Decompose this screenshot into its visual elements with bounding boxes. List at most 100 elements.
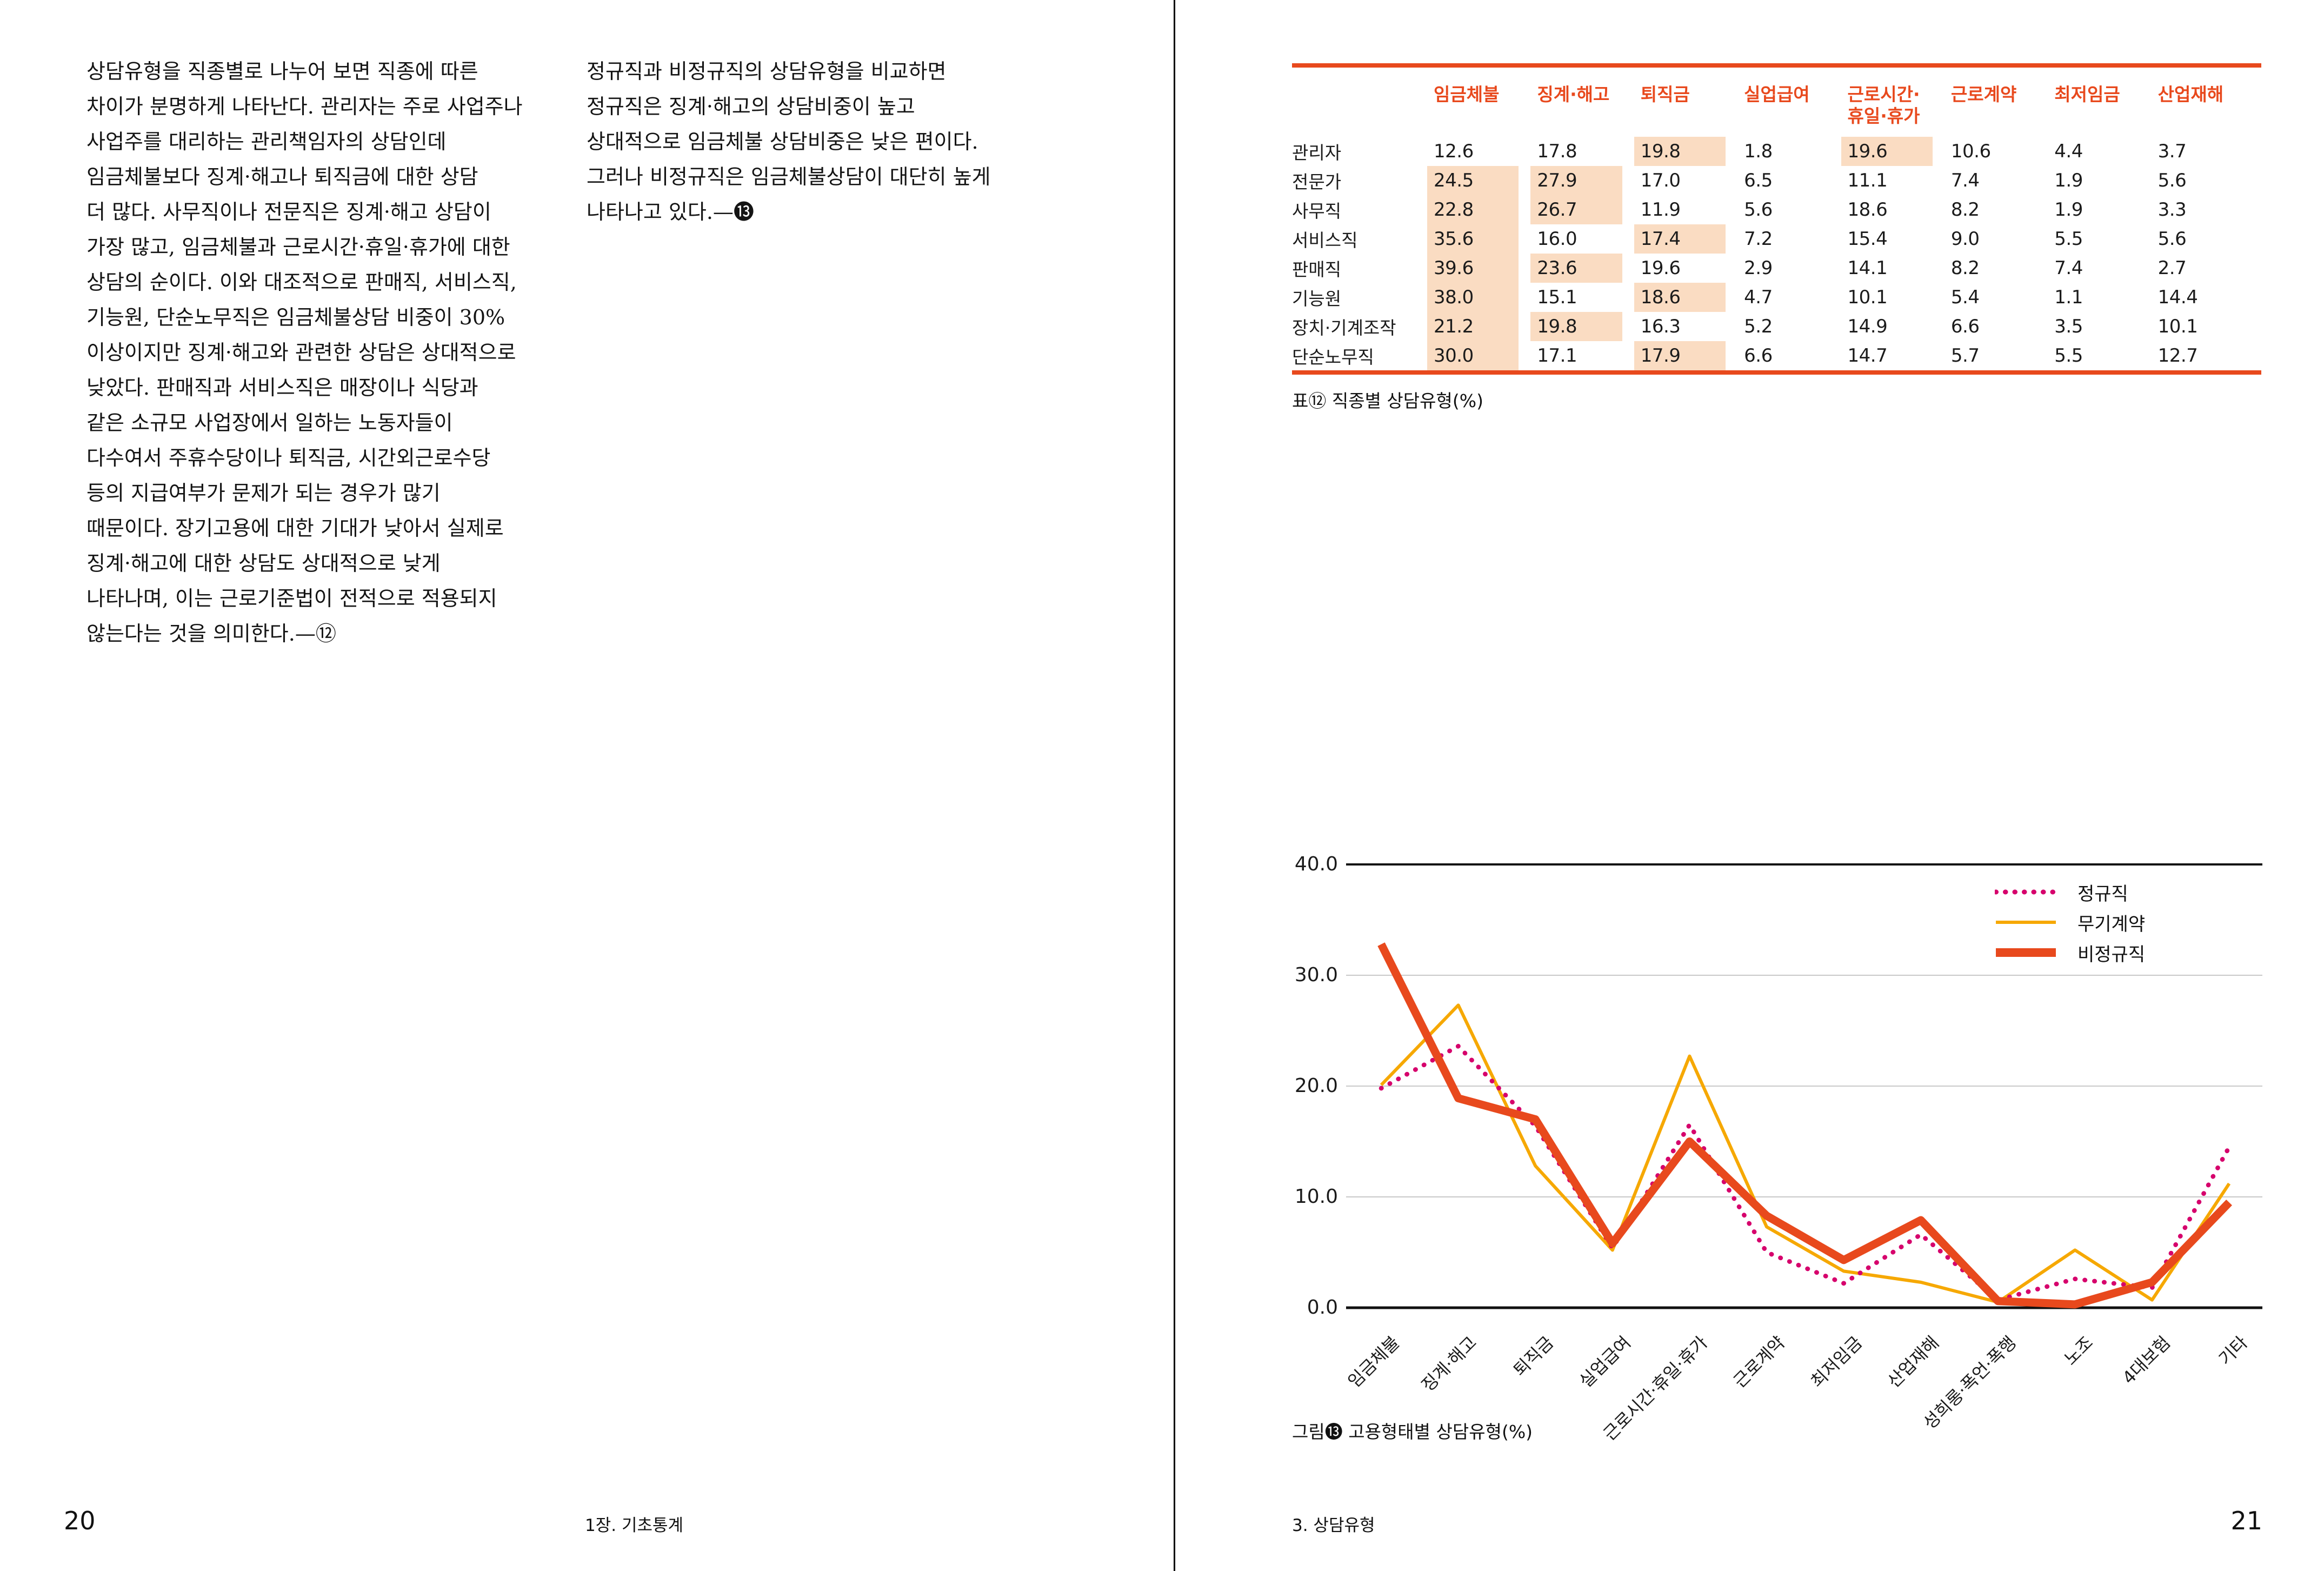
table-value-cell: 7.4 — [2054, 254, 2157, 283]
paragraph-line: 기능원, 단순노무직은 임금체불상담 비중이 30% — [86, 305, 505, 329]
table-value-cell: 5.6 — [1744, 195, 1847, 224]
table-value: 19.6 — [1841, 137, 1933, 166]
paragraph-line: 상담의 순이다. 이와 대조적으로 판매직, 서비스직, — [86, 270, 517, 294]
table-value-cell: 17.9 — [1634, 341, 1744, 370]
table-value-cell: 27.9 — [1530, 166, 1640, 195]
table-value: 11.9 — [1640, 199, 1681, 221]
table-value-cell: 19.8 — [1634, 137, 1744, 166]
table-value: 17.4 — [1634, 224, 1726, 254]
paragraph-line: 같은 소규모 사업장에서 일하는 노동자들이 — [86, 411, 453, 435]
table-value: 35.6 — [1427, 224, 1519, 254]
table-value: 18.6 — [1634, 283, 1726, 312]
legend-label: 무기계약 — [2077, 913, 2146, 935]
paragraph-line: 이상이지만 징계·해고와 관련한 상담은 상대적으로 — [86, 341, 516, 364]
employment-type-line-chart: 40.0 30.0 20.0 10.0 0.0 임금체불 징계·해고 퇴직금 실업급여 근로시간… — [1265, 853, 2262, 1484]
table-row: 장치·기계조작 21.2 19.8 16.3 5.2 14.9 6.6 3.5 10.1 — [1292, 312, 2261, 341]
table-value-cell: 11.9 — [1641, 195, 1744, 224]
table-value: 10.1 — [1847, 287, 1888, 308]
y-tick-label: 10.0 — [1294, 1186, 1338, 1208]
table-value: 12.6 — [1434, 141, 1474, 162]
table-value: 5.4 — [1950, 287, 1980, 308]
table-value: 5.5 — [2054, 228, 2083, 250]
table-value-cell: 15.4 — [1848, 224, 1951, 254]
table-value: 3.3 — [2157, 199, 2187, 221]
table-value: 8.2 — [1950, 257, 1980, 279]
paragraph-line: 않는다는 것을 의미한다.—⑫ — [86, 622, 336, 645]
table-value-cell: 38.0 — [1427, 283, 1537, 312]
table-value: 14.9 — [1847, 316, 1888, 337]
table-value-cell: 11.1 — [1848, 166, 1951, 195]
running-footer-right: 3. 상담유형 — [1292, 1516, 1375, 1535]
paragraph-line: 그러나 비정규직은 임금체불상담이 대단히 높게 — [587, 165, 991, 189]
table-value-cell: 3.5 — [2054, 312, 2157, 341]
table-caption: 표⑫ 직종별 상담유형(%) — [1292, 390, 1483, 411]
table-value: 16.0 — [1537, 228, 1577, 250]
table-value: 17.8 — [1537, 141, 1577, 162]
table-value: 2.9 — [1744, 257, 1773, 279]
table-column-header: 최저임금 — [2054, 84, 2120, 105]
table-value: 19.6 — [1640, 257, 1681, 279]
table-row-label: 전문가 — [1292, 171, 1342, 192]
table-corner-cell — [1292, 84, 1434, 127]
table-bottom-rule — [1292, 370, 2261, 375]
legend-label: 정규직 — [2077, 883, 2128, 905]
table-row: 전문가 24.5 27.9 17.0 6.5 11.1 7.4 1.9 5.6 — [1292, 166, 2261, 195]
table-value: 1.1 — [2054, 287, 2083, 308]
table-value-cell: 17.1 — [1537, 341, 1640, 370]
table-row: 사무직 22.8 26.7 11.9 5.6 18.6 8.2 1.9 3.3 — [1292, 195, 2261, 224]
table-value-cell: 6.6 — [1744, 341, 1847, 370]
table-value-cell: 15.1 — [1537, 283, 1640, 312]
table-value: 38.0 — [1427, 283, 1519, 312]
paragraph-line: 더 많다. 사무직이나 전문직은 징계·해고 상담이 — [86, 200, 491, 224]
series-line-비정규직 — [1377, 942, 2232, 1309]
occupation-consult-table: 임금체불 징계·해고 퇴직금 실업급여 근로시간· 휴일·휴가 근로계약 최저임… — [1292, 63, 2261, 412]
body-paragraph-column-2: 정규직과 비정규직의 상담유형을 비교하면 정규직은 징계·해고의 상담비중이 … — [587, 54, 1062, 230]
table-value: 2.7 — [2157, 257, 2187, 279]
table-value: 5.7 — [1950, 345, 1980, 367]
table-value-cell: 12.7 — [2158, 341, 2261, 370]
table-value: 1.8 — [1744, 141, 1773, 162]
table-value-cell: 4.4 — [2054, 137, 2157, 166]
table-row-label: 단순노무직 — [1292, 347, 1374, 368]
page-number-left: 20 — [64, 1506, 96, 1535]
table-value-cell: 26.7 — [1530, 195, 1640, 224]
table-value-cell: 5.5 — [2054, 341, 2157, 370]
table-row-label: 관리자 — [1292, 142, 1342, 163]
table-value: 5.2 — [1744, 316, 1773, 337]
table-header-row: 임금체불 징계·해고 퇴직금 실업급여 근로시간· 휴일·휴가 근로계약 최저임… — [1292, 68, 2261, 137]
table-value-cell: 23.6 — [1530, 254, 1640, 283]
table-value-cell: 19.8 — [1530, 312, 1640, 341]
paragraph-line: 정규직과 비정규직의 상담유형을 비교하면 — [587, 59, 947, 83]
table-row-label: 서비스직 — [1292, 230, 1358, 251]
table-value: 24.5 — [1427, 166, 1519, 195]
table-value-cell: 19.6 — [1841, 137, 1951, 166]
paragraph-line: 차이가 분명하게 나타난다. 관리자는 주로 사업주나 — [86, 95, 523, 118]
table-value-cell: 10.1 — [2158, 312, 2261, 341]
table-value: 39.6 — [1427, 254, 1519, 283]
table-value-cell: 14.9 — [1848, 312, 1951, 341]
table-row-label: 기능원 — [1292, 288, 1342, 309]
table-value: 4.4 — [2054, 141, 2083, 162]
body-paragraph-column-1: 상담유형을 직종별로 나누어 보면 직종에 따른 차이가 분명하게 나타난다. … — [86, 54, 551, 651]
table-column-header: 퇴직금 — [1640, 84, 1690, 105]
legend-item: 무기계약 — [1995, 907, 2145, 937]
table-row: 판매직 39.6 23.6 19.6 2.9 14.1 8.2 7.4 2.7 — [1292, 254, 2261, 283]
table-row-label: 장치·기계조작 — [1292, 317, 1396, 338]
table-value-cell: 6.5 — [1744, 166, 1847, 195]
legend-label: 비정규직 — [2077, 943, 2146, 966]
paragraph-line: 나타나며, 이는 근로기준법이 전적으로 적용되지 — [86, 587, 497, 610]
table-value: 7.4 — [2054, 257, 2083, 279]
table-value-cell: 8.2 — [1951, 195, 2054, 224]
table-column-header: 근로시간· 휴일·휴가 — [1847, 84, 1920, 127]
paragraph-line: 낮았다. 판매직과 서비스직은 매장이나 식당과 — [86, 376, 478, 400]
table-value-cell: 17.8 — [1537, 137, 1640, 166]
table-value: 18.6 — [1847, 199, 1888, 221]
table-value-cell: 4.7 — [1744, 283, 1847, 312]
table-value-cell: 3.3 — [2158, 195, 2261, 224]
table-value: 10.1 — [2157, 316, 2198, 337]
table-value: 4.7 — [1744, 287, 1773, 308]
table-top-rule — [1292, 63, 2261, 68]
table-value-cell: 16.3 — [1641, 312, 1744, 341]
